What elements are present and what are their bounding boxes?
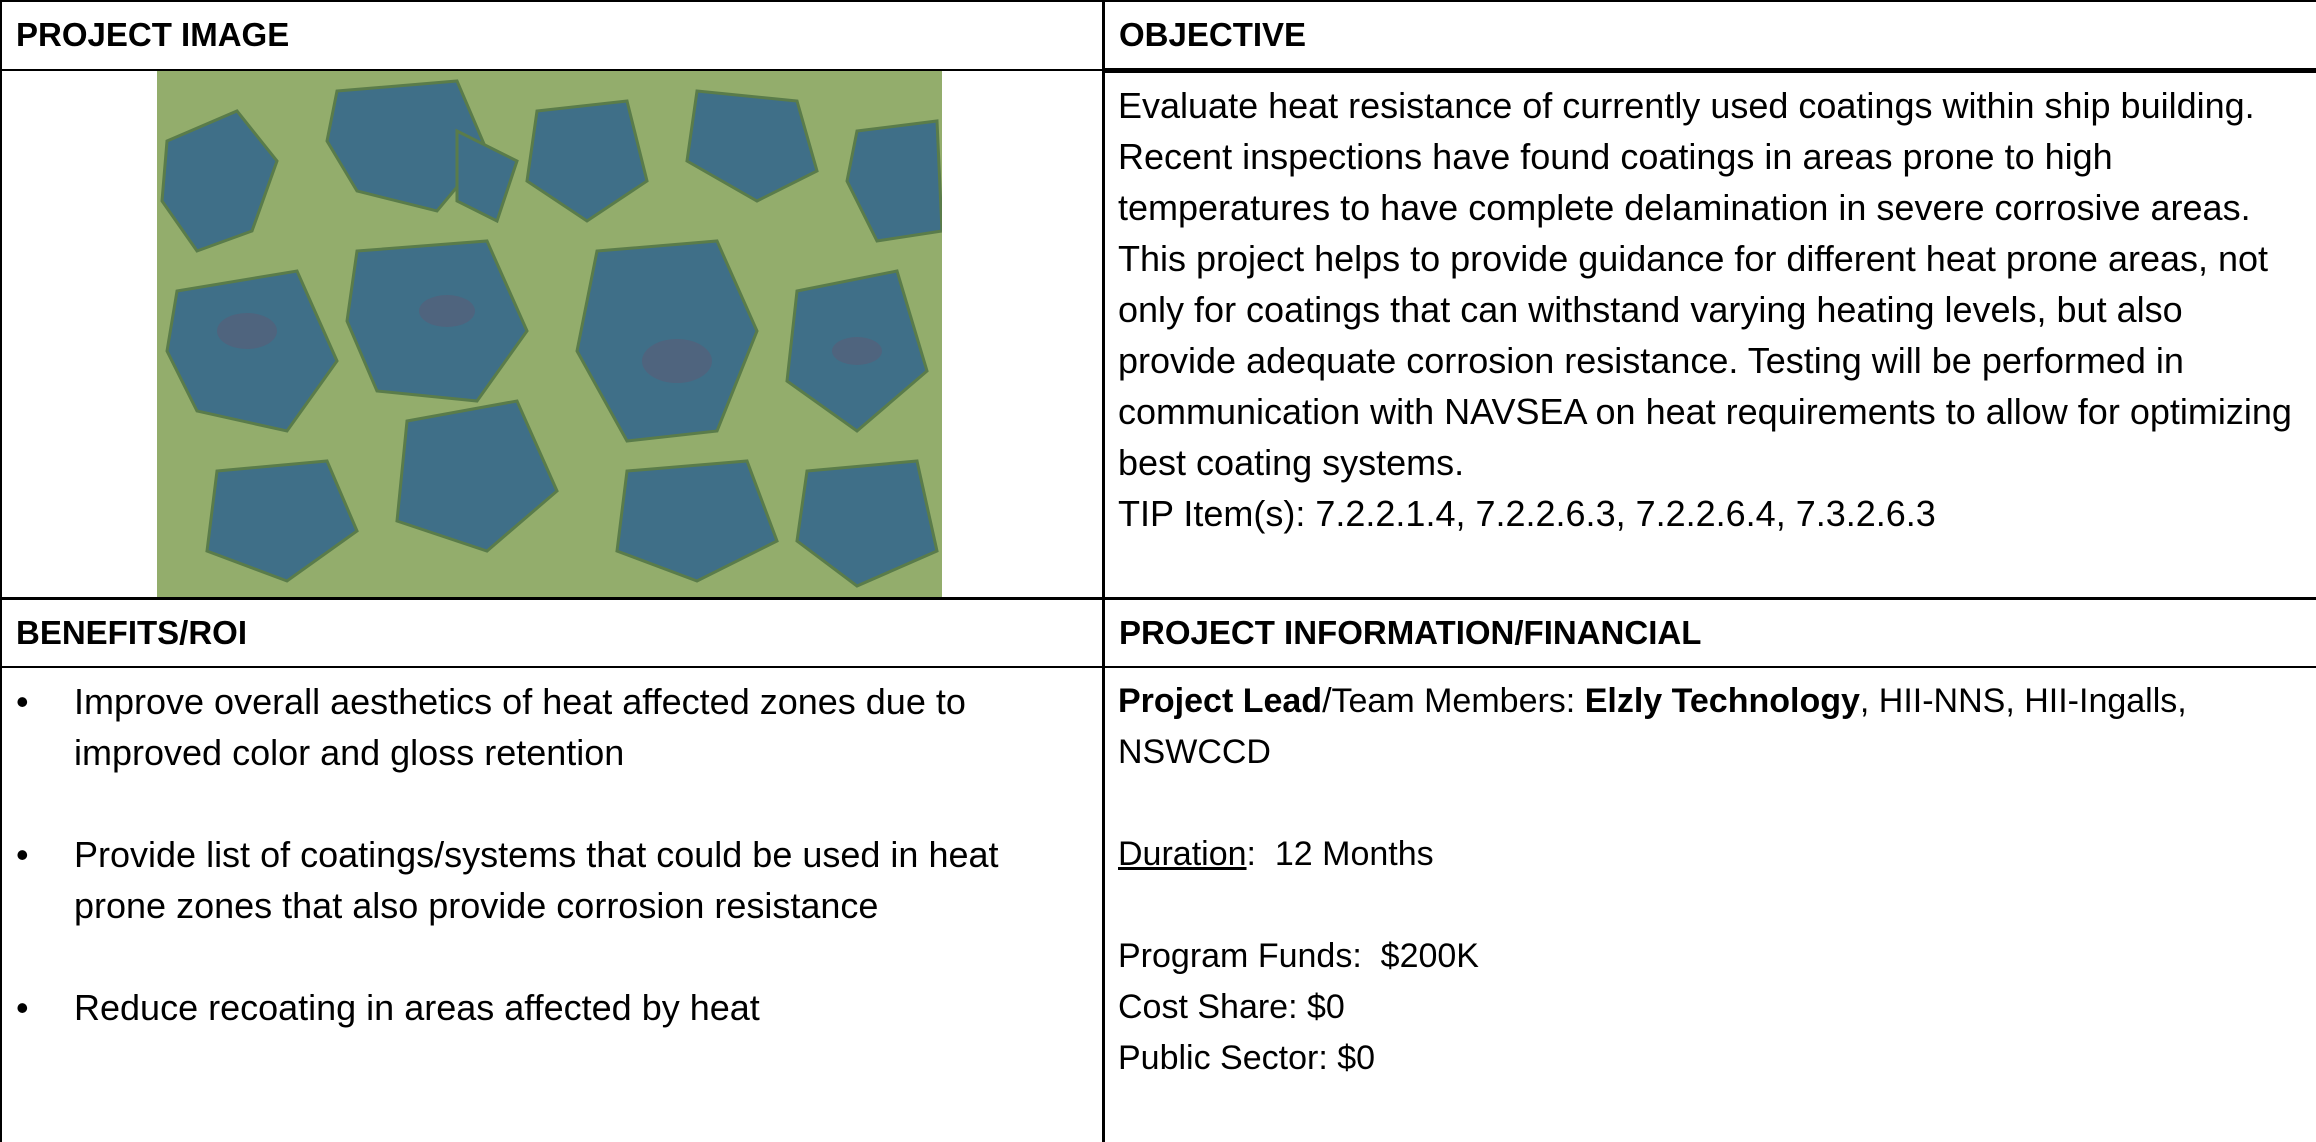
benefit: Reduce recoating in areas affected by he… — [16, 982, 1086, 1033]
project-info: Project Lead/Team Members: Elzly Technol… — [1118, 676, 2308, 1084]
benefits-list: Improve overall aesthetics of heat affec… — [16, 676, 1086, 1084]
lead-label: Project Lead — [1118, 682, 1322, 720]
duration-line: Duration: 12 Months — [1118, 829, 2308, 880]
header: OBJECTIVE — [1103, 0, 1306, 70]
team-label: /Team Members: — [1322, 682, 1585, 720]
header: PROJECT INFORMATION/FINANCIAL — [1103, 598, 1701, 668]
cost-share: Cost Share: $0 — [1118, 982, 2308, 1033]
border — [0, 0, 2, 1142]
public-sector: Public Sector: $0 — [1118, 1033, 2308, 1084]
benefit: Improve overall aesthetics of heat affec… — [16, 676, 1086, 778]
team-line: Project Lead/Team Members: Elzly Technol… — [1118, 676, 2308, 778]
page: PROJECT IMAGE OBJECTIVE BENEFITS/ROI PRO… — [0, 0, 2316, 1142]
objective-text: Evaluate heat resistance of currently us… — [1118, 85, 2302, 483]
duration-label: Duration — [1118, 835, 1247, 873]
duration: : 12 Months — [1247, 835, 1434, 873]
project-image — [157, 71, 942, 597]
objective: Evaluate heat resistance of currently us… — [1118, 80, 2308, 539]
lead: Elzly Technology — [1585, 682, 1860, 720]
header: PROJECT IMAGE — [0, 0, 289, 70]
program-funds: Program Funds: $200K — [1118, 931, 2308, 982]
tip-items: TIP Item(s): 7.2.2.1.4, 7.2.2.6.3, 7.2.2… — [1118, 493, 1936, 534]
benefit: Provide list of coatings/systems that co… — [16, 829, 1086, 931]
border — [1102, 0, 1105, 1142]
header: BENEFITS/ROI — [0, 598, 247, 668]
